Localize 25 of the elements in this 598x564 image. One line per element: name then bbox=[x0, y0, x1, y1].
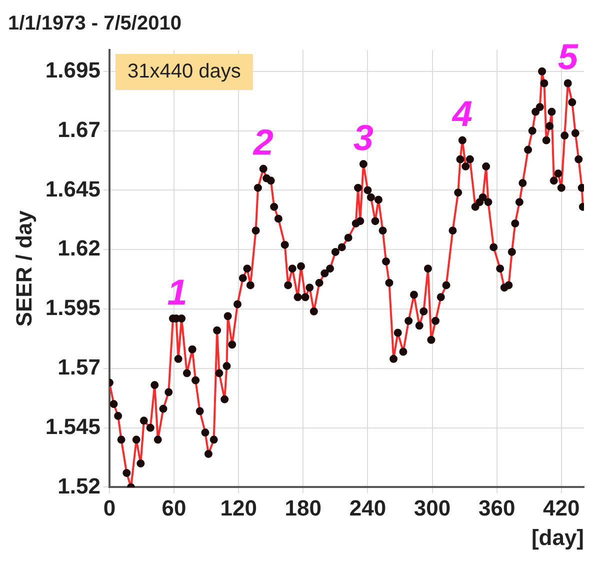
x-axis-title: [day] bbox=[531, 524, 584, 550]
annotation: 1 bbox=[167, 271, 188, 312]
annotation: 4 bbox=[451, 93, 472, 134]
chart-title: 1/1/1973 - 7/5/2010 bbox=[8, 12, 182, 35]
annotation: 5 bbox=[558, 36, 579, 78]
annotation: 2 bbox=[252, 122, 274, 163]
y-tick-label: 1.62 bbox=[58, 236, 100, 261]
x-tick-label: 60 bbox=[162, 495, 186, 520]
x-tick-label: 420 bbox=[543, 495, 580, 520]
x-tick-label: 0 bbox=[103, 495, 116, 520]
annotation: 31x440 days bbox=[127, 60, 241, 83]
x-tick-label: 300 bbox=[414, 495, 451, 520]
y-tick-label: 1.695 bbox=[45, 57, 100, 82]
y-tick-label: 1.645 bbox=[45, 176, 100, 202]
y-tick-label: 1.57 bbox=[58, 354, 100, 380]
x-tick-label: 360 bbox=[478, 495, 516, 520]
y-axis-title: SEER / day bbox=[11, 210, 36, 327]
y-tick-label: 1.67 bbox=[58, 116, 100, 142]
y-tick-label: 1.545 bbox=[45, 414, 100, 439]
y-tick-label: 1.52 bbox=[58, 473, 100, 498]
y-tick-label: 1.595 bbox=[45, 295, 100, 320]
x-tick-label: 240 bbox=[349, 495, 386, 520]
annotation: 3 bbox=[353, 116, 374, 158]
x-tick-label: 120 bbox=[220, 495, 257, 520]
x-tick-label: 180 bbox=[284, 495, 322, 520]
